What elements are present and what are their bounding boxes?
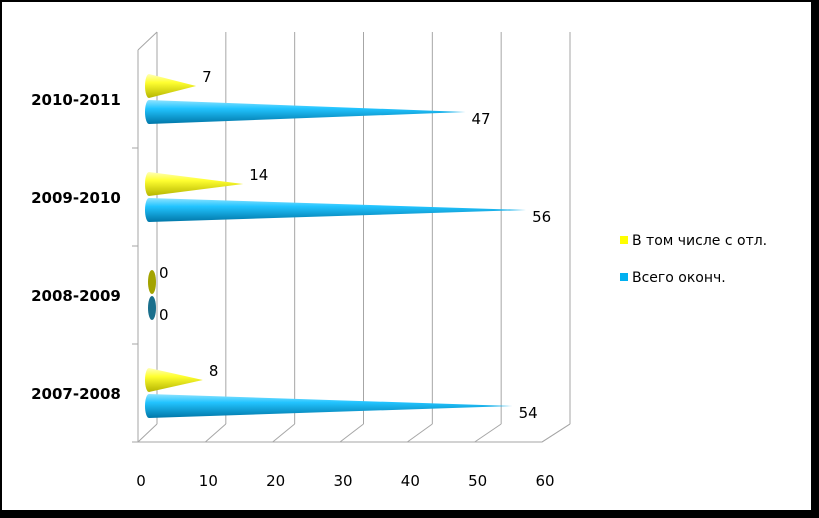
data-label: 0: [159, 264, 169, 282]
data-label: 0: [159, 306, 169, 324]
y-tick-label: 2009-2010: [31, 189, 121, 207]
side-wall-top: [137, 31, 158, 51]
legend-swatch: [620, 236, 628, 244]
floor-gridline: [339, 423, 364, 443]
chart-area: 0 10 20 30 40 50 60 2007-2008 54 8 2008-2009 0 0 2009…: [2, 2, 811, 510]
y-tick-label: 2008-2009: [31, 287, 121, 305]
floor-gridline: [407, 423, 433, 443]
cone-honors: [145, 368, 203, 392]
floor-gridline: [205, 423, 227, 443]
chart-walls: [137, 31, 571, 443]
data-label: 47: [471, 110, 490, 128]
legend: В том числе с отл. Всего оконч.: [620, 233, 767, 286]
x-tick-label: 30: [333, 472, 352, 490]
cone-honors: [145, 172, 244, 196]
x-tick-label: 20: [266, 472, 285, 490]
data-label: 54: [519, 404, 538, 422]
data-label: 14: [249, 166, 268, 184]
legend-label: Всего оконч.: [632, 270, 726, 286]
x-tick-label: 10: [199, 472, 218, 490]
x-tick-label: 50: [468, 472, 487, 490]
gridlines: [132, 32, 571, 443]
data-label: 8: [209, 362, 219, 380]
floor-gridline: [541, 423, 571, 443]
labels: 0 10 20 30 40 50 60 2007-2008 54 8 2008-2009 0 0 2009…: [31, 68, 554, 490]
cone-zero: [148, 296, 156, 320]
x-tick-label: 0: [136, 472, 146, 490]
floor-outline: [138, 423, 571, 443]
data-label: 7: [202, 68, 212, 86]
data-label: 56: [532, 208, 551, 226]
y-tick-label: 2010-2011: [31, 91, 121, 109]
legend-label: В том числе с отл.: [632, 233, 767, 249]
cone-total: [145, 394, 513, 418]
data-marks: [145, 74, 527, 418]
y-tick-label: 2007-2008: [31, 385, 121, 403]
floor-left-edge: [137, 423, 158, 443]
x-tick-label: 40: [401, 472, 420, 490]
cone-total: [145, 198, 527, 222]
cone-bar-chart: 0 10 20 30 40 50 60 2007-2008 54 8 2008-2009 0 0 2009…: [31, 31, 767, 490]
floor-gridline: [474, 423, 502, 443]
cone-zero: [148, 270, 156, 294]
cone-total: [145, 100, 466, 124]
x-tick-label: 60: [535, 472, 554, 490]
floor-gridline: [272, 423, 295, 443]
cone-honors: [145, 74, 197, 98]
legend-swatch: [620, 273, 628, 281]
